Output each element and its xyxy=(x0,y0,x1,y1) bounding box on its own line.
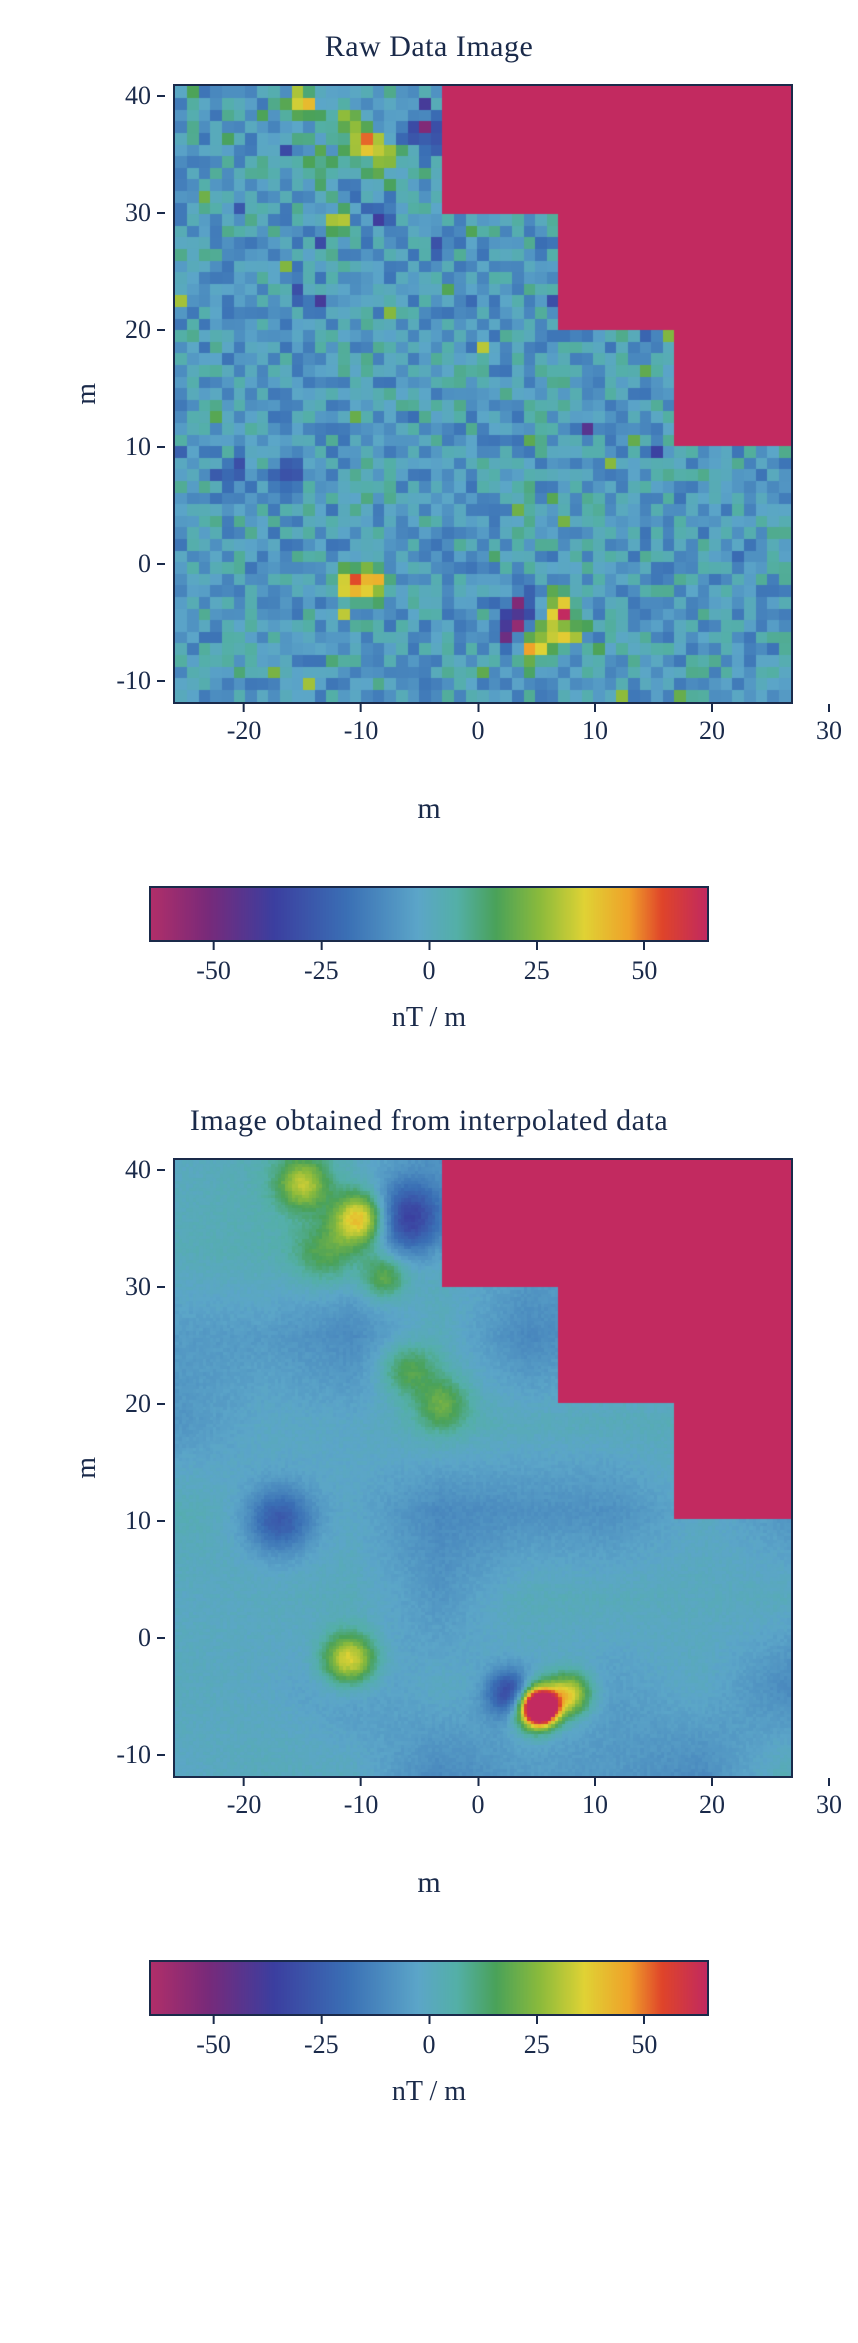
plot-area xyxy=(173,1158,793,1778)
y-tick-label: -10 xyxy=(116,666,151,696)
y-tick: 0 xyxy=(138,549,165,579)
colorbar-tick-label: 50 xyxy=(631,956,657,986)
colorbar-tick: -50 xyxy=(196,942,231,986)
colorbar-label: nT / m xyxy=(149,2076,709,2108)
colorbar-canvas xyxy=(151,1962,707,2014)
y-tick: 30 xyxy=(125,1272,165,1302)
x-tick-label: 20 xyxy=(699,716,725,746)
colorbar-tick: -25 xyxy=(304,942,339,986)
x-axis-label: m xyxy=(29,1866,829,1900)
plot-row: m-10010203040 xyxy=(29,1158,829,1778)
x-axis: -20-100102030 xyxy=(209,704,829,744)
colorbar-tick-label: -50 xyxy=(196,2030,231,2060)
y-tick-label: 20 xyxy=(125,315,151,345)
x-tick: 30 xyxy=(816,1778,842,1820)
colorbar-tick: 25 xyxy=(524,2016,550,2060)
y-tick: -10 xyxy=(116,1740,165,1770)
x-tick-label: 10 xyxy=(582,716,608,746)
y-tick-label: 40 xyxy=(125,81,151,111)
x-tick: -10 xyxy=(344,704,379,746)
colorbar-tick: 25 xyxy=(524,942,550,986)
colorbar-tick-label: 25 xyxy=(524,2030,550,2060)
colorbar-ticks: -50 -25 0 25 50 xyxy=(149,942,709,986)
y-tick: 40 xyxy=(125,1155,165,1185)
y-tick-label: 10 xyxy=(125,432,151,462)
y-tick: -10 xyxy=(116,666,165,696)
y-tick-label: 30 xyxy=(125,198,151,228)
x-tick: 10 xyxy=(582,704,608,746)
colorbar-tick-label: -25 xyxy=(304,2030,339,2060)
y-tick: 10 xyxy=(125,1506,165,1536)
x-tick: -10 xyxy=(344,1778,379,1820)
y-tick: 40 xyxy=(125,81,165,111)
y-tick-label: 40 xyxy=(125,1155,151,1185)
x-tick-label: -20 xyxy=(227,716,262,746)
y-tick: 30 xyxy=(125,198,165,228)
x-tick-label: -20 xyxy=(227,1790,262,1820)
y-tick: 20 xyxy=(125,315,165,345)
x-tick: -20 xyxy=(227,1778,262,1820)
colorbar-canvas xyxy=(151,888,707,940)
x-tick: 20 xyxy=(699,1778,725,1820)
colorbar: -50 -25 0 25 50 nT / m xyxy=(149,1960,709,2108)
x-axis-label: m xyxy=(29,792,829,826)
colorbar-tick: -50 xyxy=(196,2016,231,2060)
y-tick-label: 0 xyxy=(138,1623,151,1653)
colorbar-tick-label: 0 xyxy=(423,2030,436,2060)
y-tick-label: 10 xyxy=(125,1506,151,1536)
x-tick-label: 30 xyxy=(816,1790,842,1820)
x-tick-label: 0 xyxy=(472,1790,485,1820)
x-tick: 30 xyxy=(816,704,842,746)
colorbar-tick-label: -25 xyxy=(304,956,339,986)
y-axis: -10 0 10 20 30 40 xyxy=(103,1158,173,1778)
colorbar-tick-label: -50 xyxy=(196,956,231,986)
colorbar-tick-label: 0 xyxy=(423,956,436,986)
colorbar-tick: 0 xyxy=(423,2016,436,2060)
x-tick: -20 xyxy=(227,704,262,746)
x-axis: -20-100102030 xyxy=(209,1778,829,1818)
plot-row: m-10010203040 xyxy=(29,84,829,704)
x-tick-label: -10 xyxy=(344,716,379,746)
colorbar-tick-label: 50 xyxy=(631,2030,657,2060)
y-tick: 10 xyxy=(125,432,165,462)
colorbar: -50 -25 0 25 50 nT / m xyxy=(149,886,709,1034)
y-tick: 20 xyxy=(125,1389,165,1419)
x-tick-label: 0 xyxy=(472,716,485,746)
y-tick-label: -10 xyxy=(116,1740,151,1770)
x-tick: 20 xyxy=(699,704,725,746)
colorbar-tick: -25 xyxy=(304,2016,339,2060)
chart-title: Image obtained from interpolated data xyxy=(29,1104,829,1138)
x-tick-label: 20 xyxy=(699,1790,725,1820)
chart-title: Raw Data Image xyxy=(29,30,829,64)
y-axis: -10 0 10 20 30 40 xyxy=(103,84,173,704)
colorbar-tick: 0 xyxy=(423,942,436,986)
chart-panel-interp: Image obtained from interpolated data m -1… xyxy=(29,1104,829,2108)
heatmap-canvas xyxy=(175,86,791,702)
x-tick: 10 xyxy=(582,1778,608,1820)
colorbar-ticks: -50 -25 0 25 50 xyxy=(149,2016,709,2060)
x-tick: 0 xyxy=(472,704,485,746)
colorbar-tick: 50 xyxy=(631,2016,657,2060)
y-tick: 0 xyxy=(138,1623,165,1653)
y-tick-label: 30 xyxy=(125,1272,151,1302)
y-tick-label: 0 xyxy=(138,549,151,579)
x-tick-label: 10 xyxy=(582,1790,608,1820)
heatmap-canvas xyxy=(175,1160,791,1776)
x-tick-label: 30 xyxy=(816,716,842,746)
chart-panel-raw: Raw Data Image m -10 0 10 20 30 40 -20 -10 0 10 20 30… xyxy=(29,30,829,1034)
plot-area xyxy=(173,84,793,704)
x-tick: 0 xyxy=(472,1778,485,1820)
colorbar-tick: 50 xyxy=(631,942,657,986)
colorbar-tick-label: 25 xyxy=(524,956,550,986)
y-tick-label: 20 xyxy=(125,1389,151,1419)
colorbar-label: nT / m xyxy=(149,1002,709,1034)
x-tick-label: -10 xyxy=(344,1790,379,1820)
